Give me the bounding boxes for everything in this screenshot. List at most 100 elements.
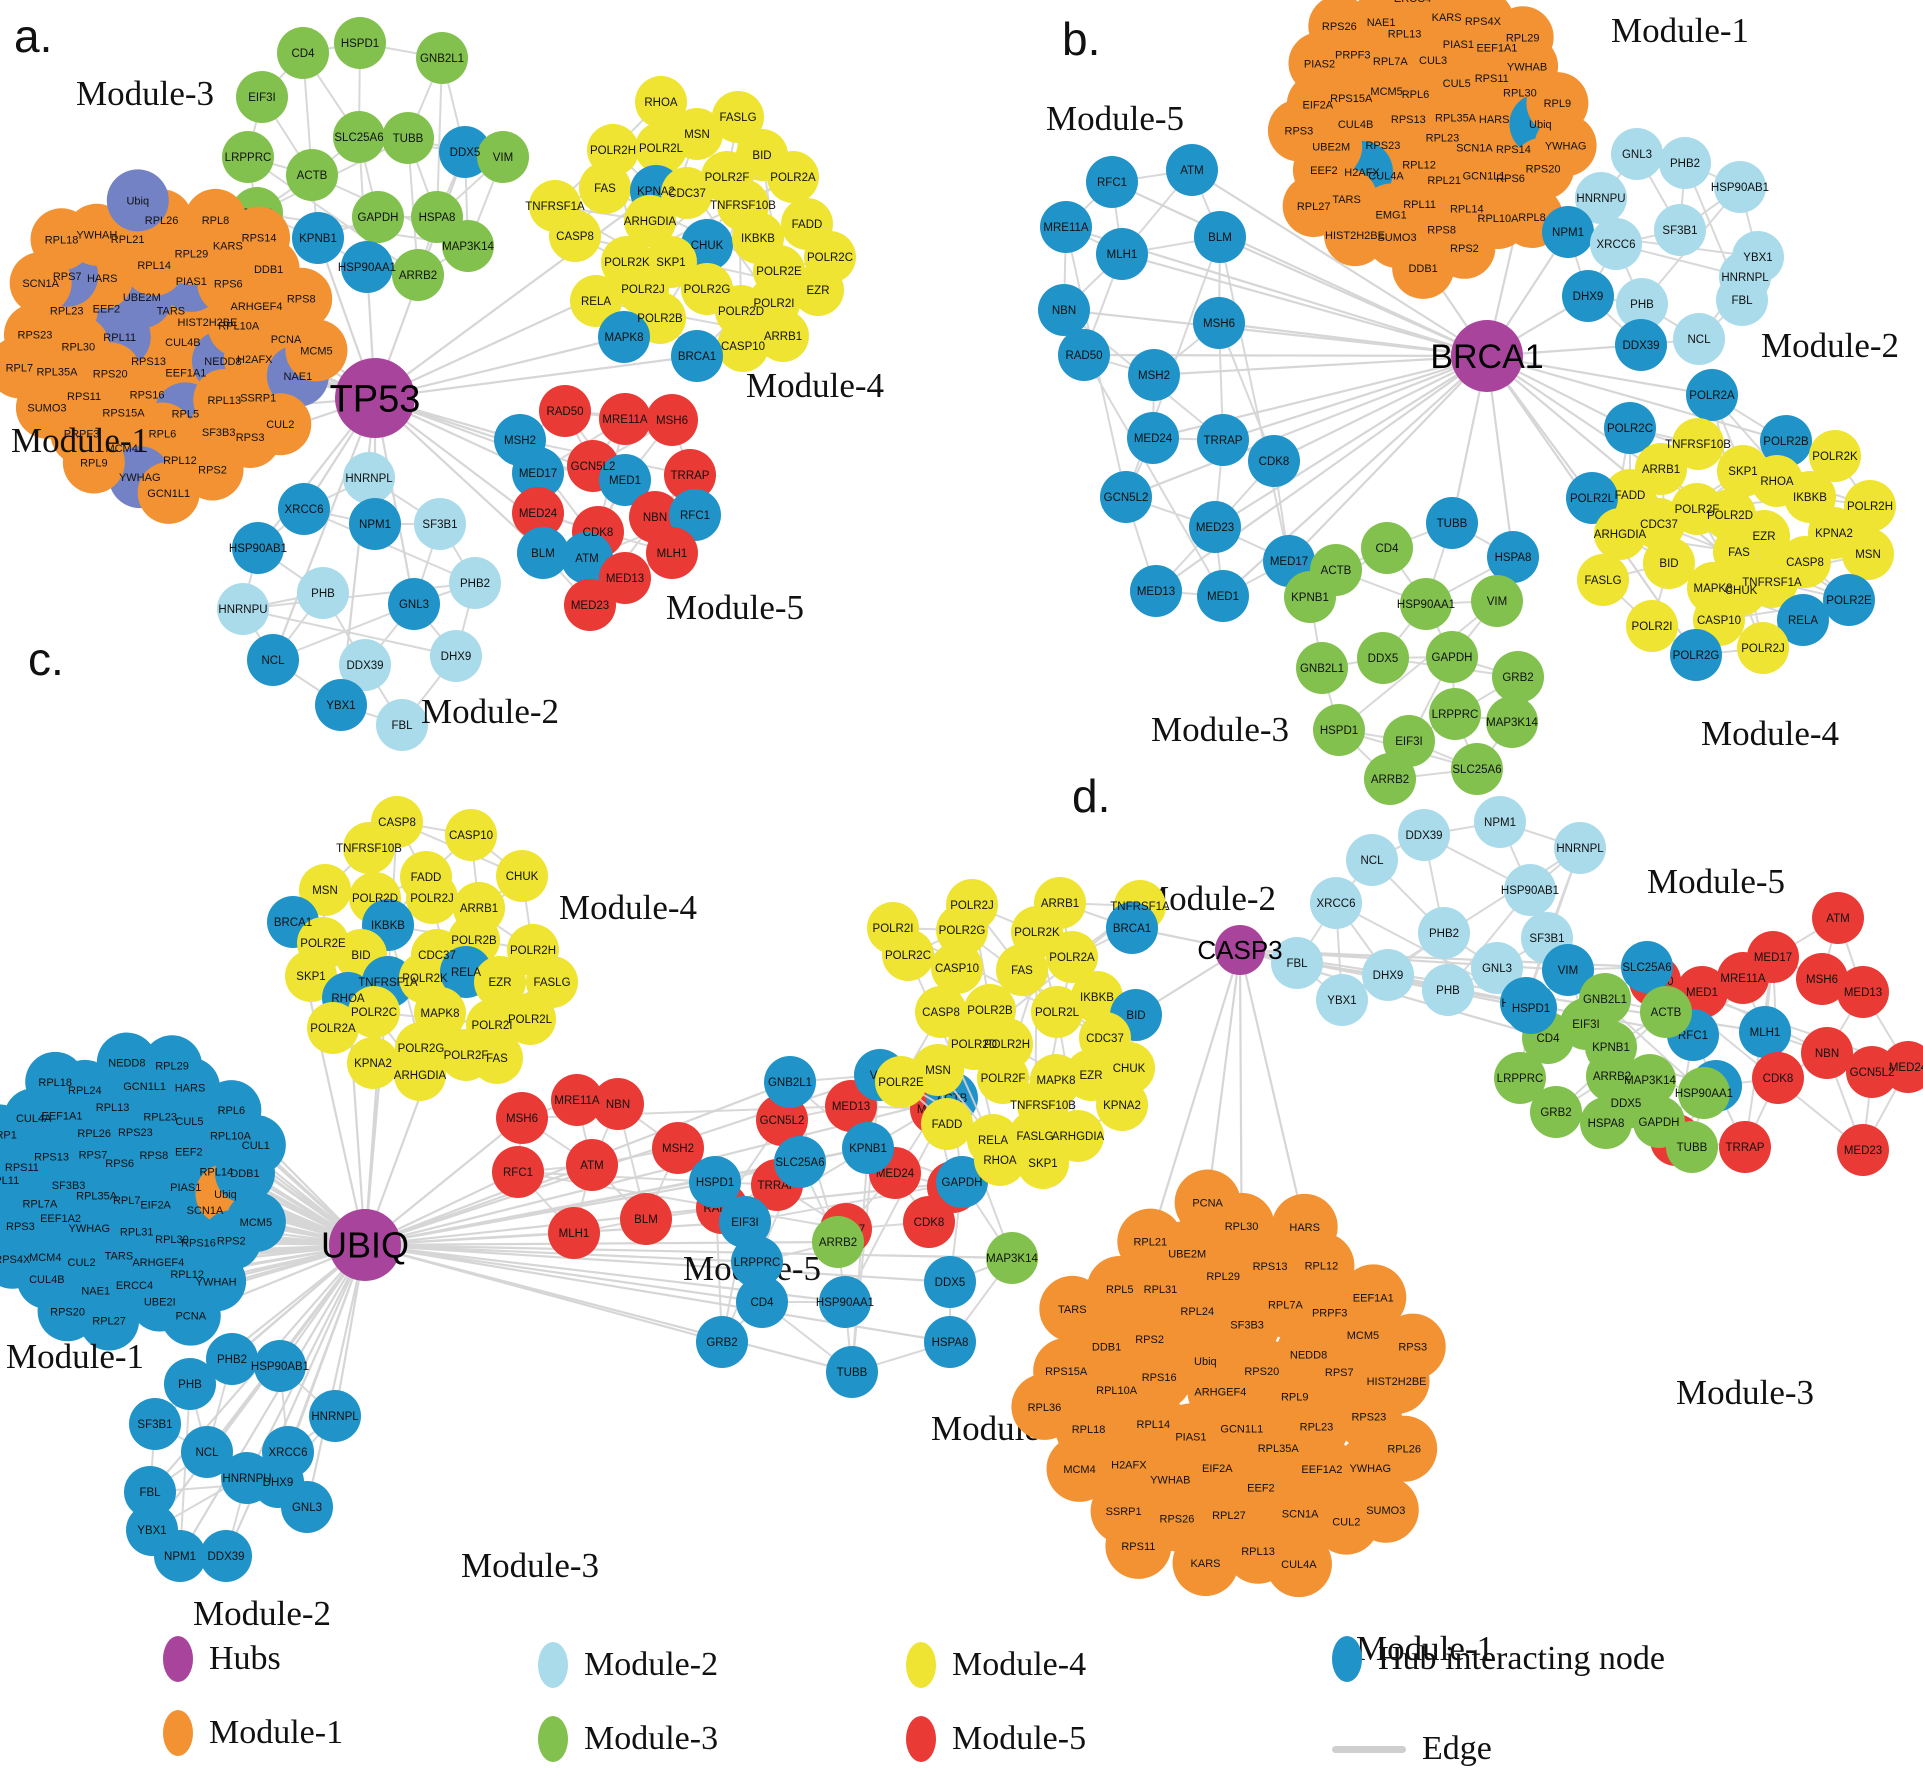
node-CD4 [1361,522,1413,574]
node-ATM [1166,144,1218,196]
node-label-RPS2: RPS2 [198,464,227,476]
node-label-GAPDH: GAPDH [1639,1117,1680,1129]
node-label-DHX9: DHX9 [263,1477,294,1489]
node-label-BLM: BLM [531,548,555,560]
node-label-CASP8: CASP8 [922,1007,960,1019]
node-label-RPL8: RPL8 [202,215,230,227]
node-label-RPL21: RPL21 [1133,1237,1167,1249]
node-label-NAE1: NAE1 [81,1286,110,1298]
node-label-GNL3: GNL3 [292,1502,322,1514]
node-MSN [299,864,351,916]
node-label-POLR2B: POLR2B [1763,436,1809,448]
node-label-ARHGEF4: ARHGEF4 [231,301,283,313]
node-label-RPS16: RPS16 [130,390,165,402]
node-label-MSH2: MSH2 [1138,370,1170,382]
node-label-RELA: RELA [451,967,481,979]
node-label-HSPD1: HSPD1 [1512,1003,1550,1015]
node-label-LRPPRC: LRPPRC [1497,1073,1544,1085]
legend-item-hub-interacting-node: Hub interacting node [1332,1636,1665,1682]
node-label-RPL6: RPL6 [1402,89,1430,101]
node-PCNA [160,1285,221,1346]
node-label-BID: BID [752,150,771,162]
node-label-POLR2F: POLR2F [705,172,750,184]
node-MLH1 [1096,228,1148,280]
node-label-BRCA1: BRCA1 [1113,923,1151,935]
node-label-RPS6: RPS6 [105,1158,134,1170]
node-label-HSP90AA1: HSP90AA1 [1675,1088,1733,1100]
node-label-CUL2: CUL2 [1332,1517,1360,1529]
node-label-PRPF3: PRPF3 [1335,49,1370,61]
hub-label-BRCA1: BRCA1 [1430,338,1543,376]
hub-node-CASP3 [1215,925,1265,975]
node-CDK8 [903,1196,955,1248]
node-label-ERCC4: ERCC4 [116,1280,153,1292]
node-label-RELA: RELA [978,1135,1008,1147]
node-label-GCN5L2: GCN5L2 [760,1115,805,1127]
node-label-CDK8: CDK8 [583,527,614,539]
node-label-CUL4A: CUL4A [1281,1559,1317,1571]
node-PHB [1422,964,1474,1016]
node-label-SUMO3: SUMO3 [1366,1505,1405,1517]
node-label-TNFRSF10B: TNFRSF10B [336,843,402,855]
node-KPNA2 [347,1037,399,1089]
node-label-FBL: FBL [391,720,413,732]
node-RFC1 [669,489,721,541]
node-label-GNB2L1: GNB2L1 [420,53,464,65]
node-label-MED13: MED13 [1844,987,1882,999]
node-label-RPL30: RPL30 [1503,87,1537,99]
node-label-GRB2: GRB2 [706,1337,737,1349]
module-label-Module-4: Module-4 [746,366,884,405]
node-label-YWHAB: YWHAB [1150,1474,1190,1486]
node-label-GCN5L2: GCN5L2 [571,461,616,473]
node-label-MCM5: MCM5 [300,345,332,357]
node-ARHGDIA [624,195,676,247]
node-label-RPL9: RPL9 [80,457,108,469]
node-TNFRSF10B [343,822,395,874]
node-label-POLR2H: POLR2H [1847,501,1893,513]
node-label-SSRP1: SSRP1 [0,1129,17,1141]
node-HNRNPL [1554,822,1606,874]
node-CUL2 [249,393,312,456]
node-label-UBE2I: UBE2I [144,1296,176,1308]
hub-interacting-node-swatch [1332,1636,1362,1682]
node-label-FAS: FAS [1011,965,1033,977]
node-MAPK8 [598,311,650,363]
node-label-POLR2K: POLR2K [604,257,650,269]
node-label-HNRNPU: HNRNPU [222,1473,271,1485]
node-label-CD4: CD4 [1375,543,1399,555]
node-label-RPS15A: RPS15A [102,407,145,419]
node-label-RPL26: RPL26 [77,1128,111,1140]
module-label-Module-1: Module-1 [11,421,149,460]
node-label-PHB2: PHB2 [217,1354,247,1366]
node-label-MSH6: MSH6 [656,415,688,427]
node-label-KPNB1: KPNB1 [299,233,337,245]
node-label-POLR2D: POLR2D [352,893,398,905]
node-label-NBN: NBN [1815,1048,1839,1060]
node-POLR2F [977,1052,1029,1104]
node-label-POLR2D: POLR2D [718,306,764,318]
node-MAP3K14 [986,1232,1038,1284]
node-label-IKBKB: IKBKB [1793,492,1827,504]
node-BLM [517,527,569,579]
hub-label-CASP3: CASP3 [1197,935,1282,965]
node-label-YBX1: YBX1 [1743,252,1772,264]
node-label-XRCC6: XRCC6 [1597,239,1636,251]
node-label-RPS4X: RPS4X [0,1254,31,1266]
node-RPL36 [1011,1373,1078,1440]
node-TUBB [382,112,434,164]
node-label-RPL24: RPL24 [68,1085,102,1097]
node-label-RPL10A: RPL10A [1478,213,1520,225]
node-SF3B1 [1654,204,1706,256]
node-label-SLC25A6: SLC25A6 [1622,962,1671,974]
node-label-RPS16: RPS16 [181,1238,216,1250]
node-MSH2 [652,1122,704,1174]
node-SKP1 [1017,1137,1069,1189]
node-FBL [124,1466,176,1518]
node-CASP10 [931,942,983,994]
node-label-PHB2: PHB2 [1429,928,1459,940]
node-label-HSP90AB1: HSP90AB1 [1501,885,1559,897]
node-label-UBE2M: UBE2M [123,292,161,304]
node-MCM5 [285,319,348,382]
node-label-EEF2: EEF2 [175,1147,203,1159]
